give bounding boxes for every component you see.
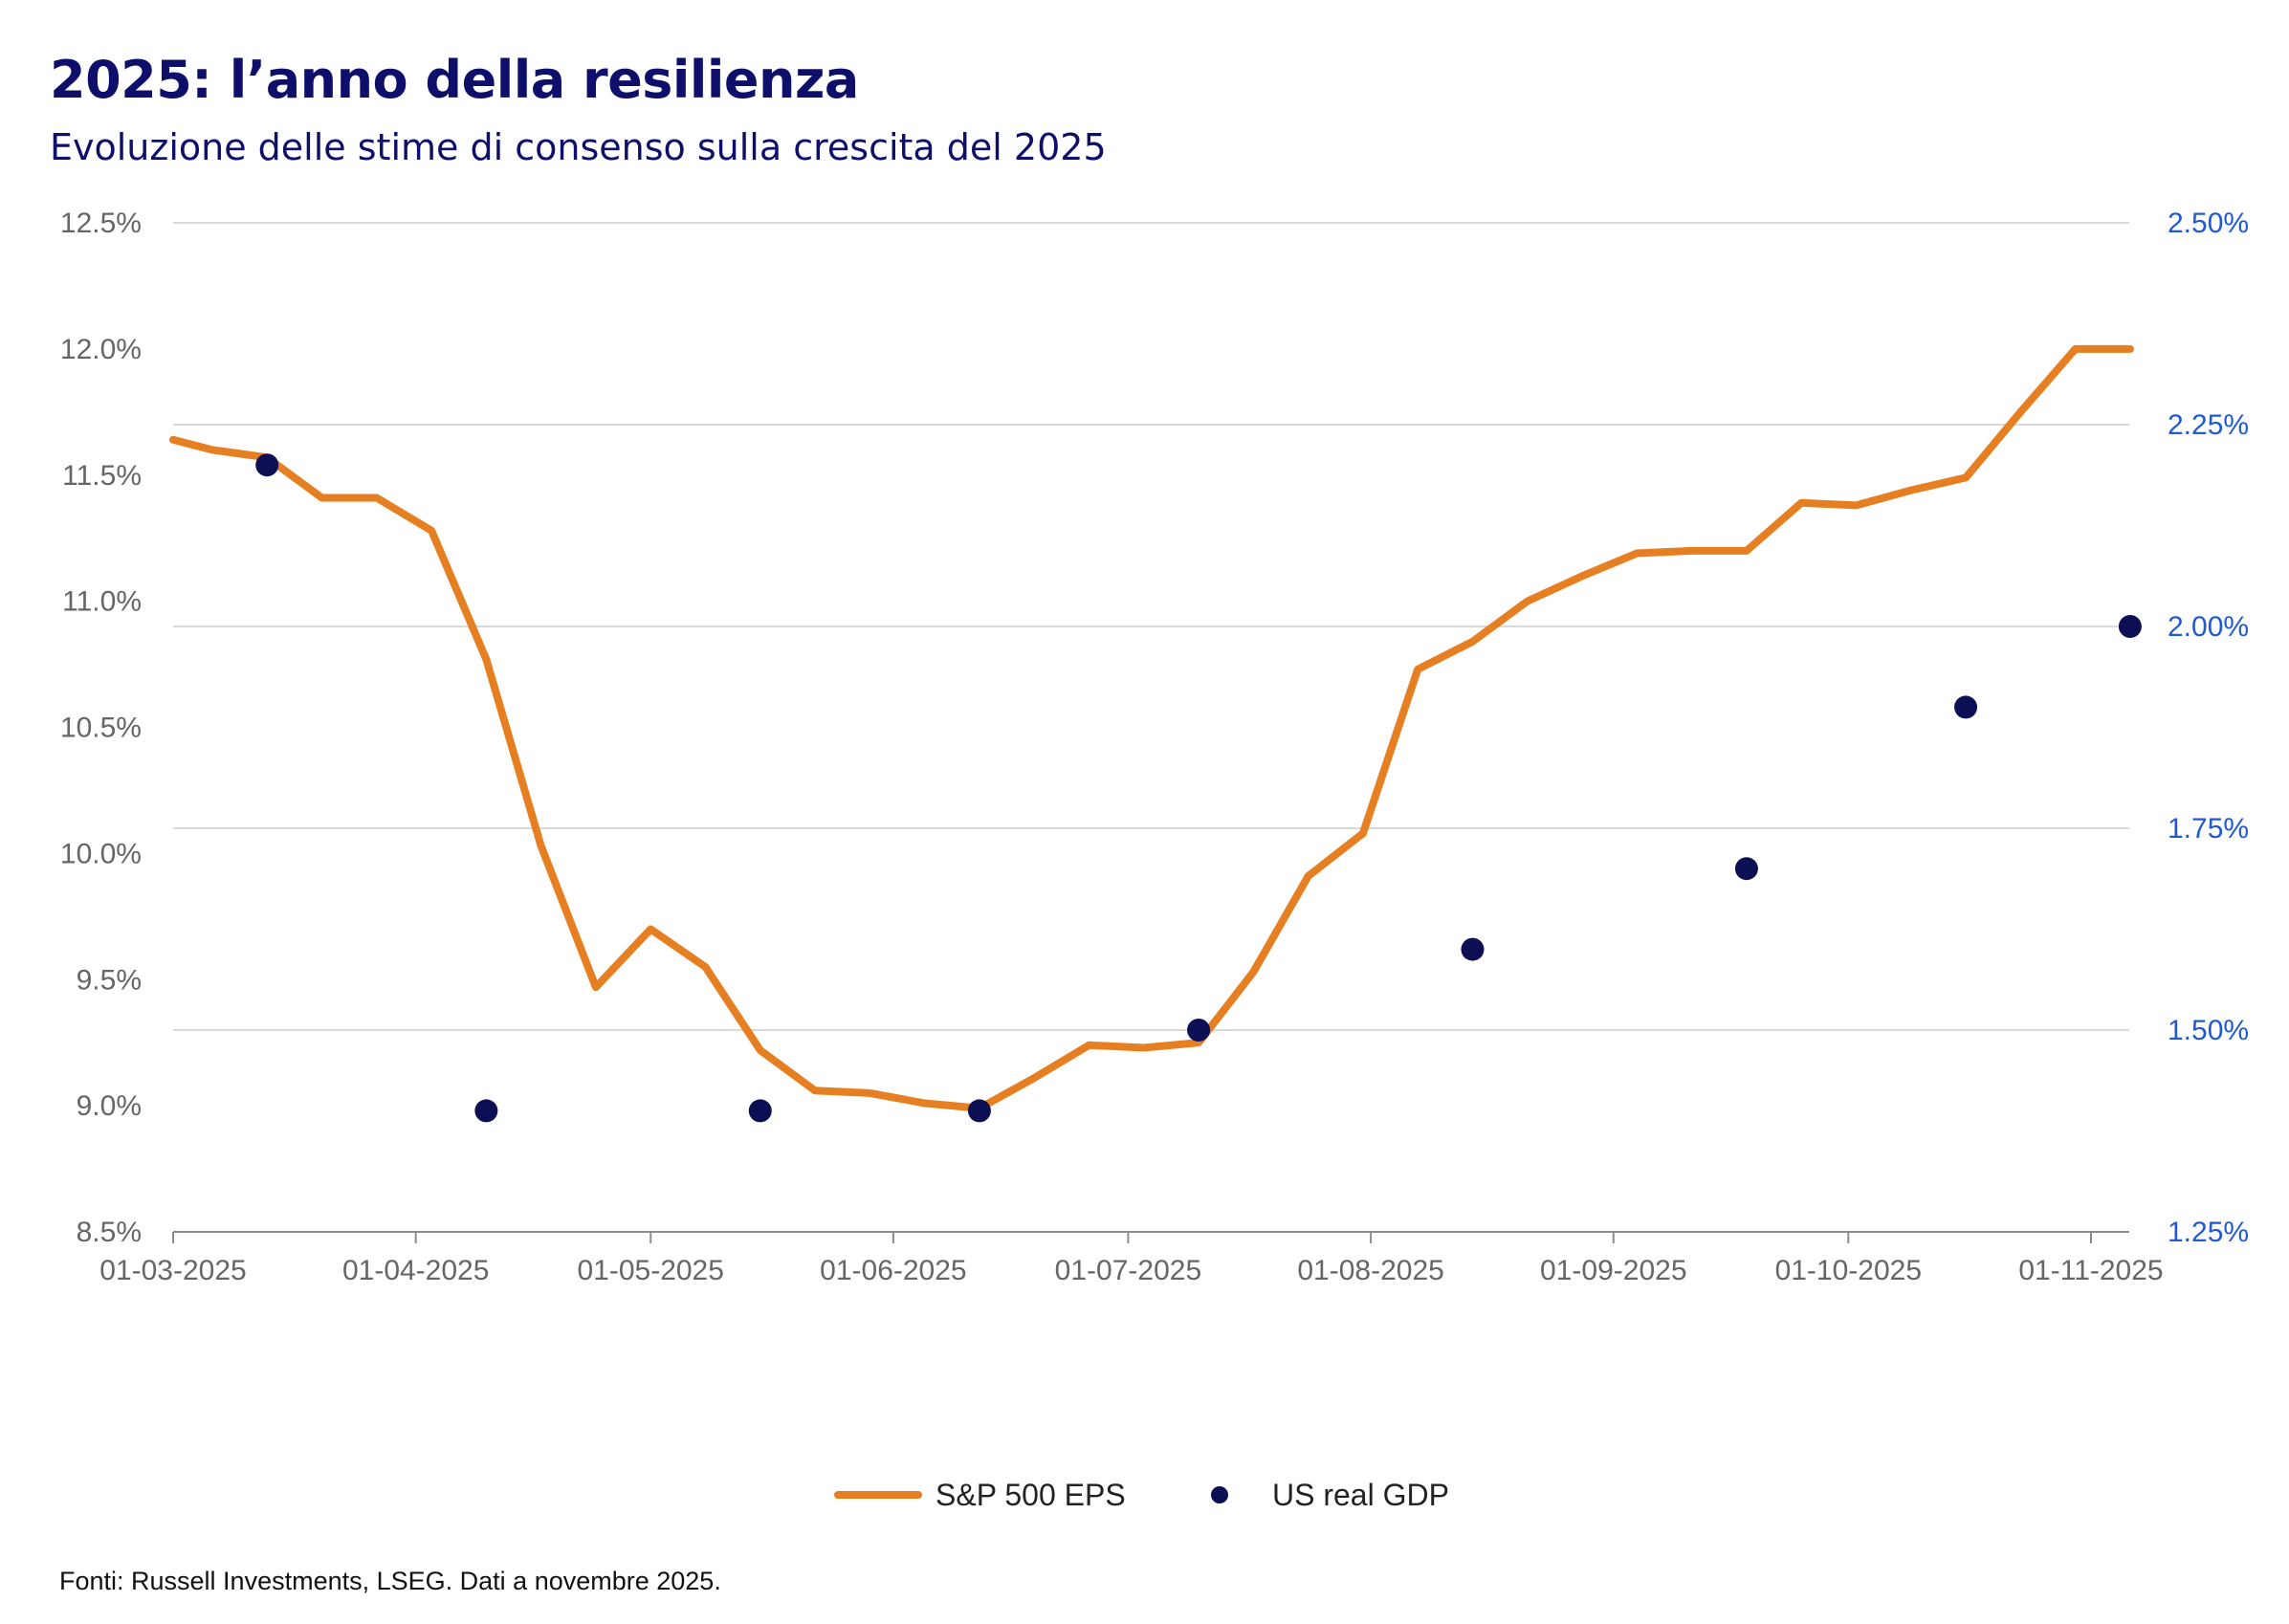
x-tick-label: 01-06-2025	[820, 1255, 966, 1286]
x-tick-label: 01-09-2025	[1540, 1255, 1686, 1286]
legend: S&P 500 EPS US real GDP	[0, 1471, 2289, 1519]
legend-label-gdp: US real GDP	[1272, 1477, 1449, 1512]
gdp-point	[967, 1099, 991, 1123]
left-tick-label: 9.5%	[77, 964, 142, 996]
gdp-point	[255, 453, 279, 477]
gdp-point	[1954, 695, 1978, 719]
legend-item-gdp: US real GDP	[1211, 1471, 1449, 1519]
right-tick-label: 1.50%	[2168, 1015, 2249, 1046]
right-tick-label: 2.25%	[2168, 409, 2249, 441]
x-tick-label: 01-05-2025	[577, 1255, 723, 1286]
legend-item-eps: S&P 500 EPS	[834, 1471, 1126, 1519]
chart-title: 2025: l’anno della resilienza	[50, 50, 859, 110]
x-tick-label: 01-07-2025	[1055, 1255, 1201, 1286]
gdp-point	[1734, 857, 1758, 881]
gdp-point	[1187, 1019, 1211, 1042]
x-axis-ticks: 01-03-2025 01-04-2025 01-05-2025 01-06-2025…	[99, 1232, 2164, 1286]
right-tick-label: 1.25%	[2168, 1217, 2249, 1248]
right-tick-label: 1.75%	[2168, 813, 2249, 845]
eps-series	[169, 344, 2134, 1112]
right-axis-ticks: 1.25% 1.50% 1.75% 2.00% 2.25% 2.50%	[2168, 208, 2249, 1248]
gdp-point	[474, 1099, 498, 1123]
left-tick-label: 8.5%	[77, 1217, 142, 1248]
right-tick-label: 2.00%	[2168, 611, 2249, 643]
left-tick-label: 12.0%	[60, 334, 142, 365]
x-tick-label: 01-10-2025	[1775, 1255, 1922, 1286]
x-tick-label: 01-08-2025	[1297, 1255, 1443, 1286]
gdp-series	[255, 453, 2142, 1123]
left-axis-ticks: 8.5% 9.0% 9.5% 10.0% 10.5% 11.0% 11.5% 12.0% 12.…	[60, 208, 142, 1248]
gridlines	[173, 222, 2129, 1031]
source-note: Fonti: Russell Investments, LSEG. Dati a…	[59, 1567, 721, 1595]
x-tick-label: 01-04-2025	[342, 1255, 489, 1286]
left-tick-label: 10.0%	[60, 838, 142, 869]
legend-label-eps: S&P 500 EPS	[935, 1477, 1126, 1512]
right-tick-label: 2.50%	[2168, 208, 2249, 239]
legend-dot-swatch	[1211, 1486, 1228, 1503]
x-tick-label: 01-11-2025	[2018, 1255, 2163, 1286]
eps-line	[169, 344, 2134, 1112]
left-tick-label: 10.5%	[60, 713, 142, 744]
left-tick-label: 11.0%	[62, 586, 142, 618]
x-tick-label: 01-03-2025	[99, 1255, 246, 1286]
gdp-point	[1461, 937, 1485, 961]
gdp-point	[2118, 615, 2142, 638]
chart-subtitle: Evoluzione delle stime di consenso sulla…	[50, 126, 1107, 168]
gdp-point	[748, 1099, 772, 1123]
legend-line-swatch	[834, 1491, 922, 1499]
left-tick-label: 11.5%	[62, 460, 142, 492]
left-tick-label: 9.0%	[77, 1090, 142, 1122]
left-tick-label: 12.5%	[60, 208, 142, 239]
